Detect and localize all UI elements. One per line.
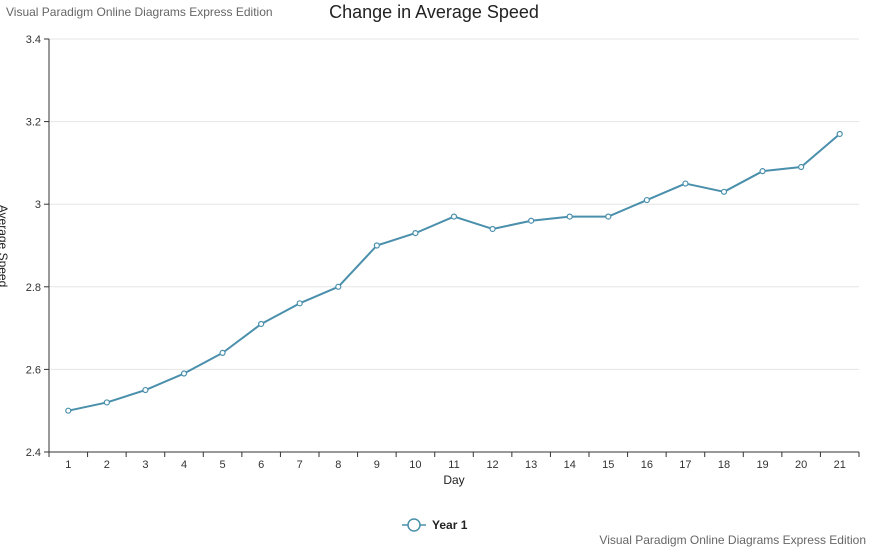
x-tick-label: 6 [258, 459, 264, 471]
x-tick-label: 12 [486, 459, 498, 471]
data-point[interactable] [759, 168, 766, 175]
data-point[interactable] [142, 386, 149, 394]
chart-title: Change in Average Speed [329, 2, 539, 22]
watermark-top-left: Visual Paradigm Online Diagrams Express … [6, 5, 273, 19]
legend-circle-icon [407, 518, 421, 532]
data-point[interactable] [258, 320, 265, 328]
data-point[interactable] [219, 349, 226, 356]
y-tick-label: 3.2 [26, 117, 41, 129]
y-axis: 2.4 2.6 2.8 3 3.2 3.4 [26, 34, 50, 459]
data-point[interactable] [836, 130, 843, 138]
data-point[interactable] [682, 180, 689, 187]
x-tick-label: 17 [679, 459, 691, 471]
legend[interactable]: Year 1 [402, 518, 468, 532]
x-tick-label: 21 [834, 459, 846, 471]
y-tick-label: 2.6 [26, 364, 41, 376]
data-point[interactable] [450, 213, 458, 220]
x-tick-label: 8 [335, 459, 341, 471]
data-point[interactable] [528, 217, 535, 224]
x-tick-label: 10 [409, 459, 421, 471]
data-point[interactable] [65, 407, 72, 414]
x-axis: 1 2 3 4 5 6 7 8 9 10 11 12 13 14 15 16 17 18 19 20 21 [48, 451, 860, 471]
data-point[interactable] [489, 225, 496, 233]
x-tick-label: 1 [65, 459, 71, 471]
y-tick-label: 3 [35, 199, 41, 211]
x-tick-label: 5 [220, 459, 226, 471]
x-tick-label: 18 [718, 459, 730, 471]
x-axis-title: Day [443, 473, 464, 487]
data-point[interactable] [180, 370, 188, 377]
y-tick-label: 2.4 [26, 447, 41, 459]
x-tick-label: 14 [564, 459, 576, 471]
data-point[interactable] [643, 196, 650, 204]
legend-label-year-1: Year 1 [432, 518, 468, 532]
data-point[interactable] [103, 399, 110, 406]
x-tick-label: 7 [297, 459, 303, 471]
x-tick-label: 2 [104, 459, 110, 471]
x-tick-label: 11 [448, 459, 459, 471]
y-tick-label: 3.4 [26, 34, 41, 46]
data-point[interactable] [412, 230, 419, 237]
data-point[interactable] [720, 188, 728, 195]
data-point[interactable] [798, 163, 805, 171]
x-tick-label: 20 [795, 459, 807, 471]
x-tick-label: 16 [641, 459, 653, 471]
x-tick-label: 19 [756, 459, 768, 471]
x-tick-label: 4 [181, 459, 187, 471]
x-tick-label: 15 [602, 459, 614, 471]
grid-lines [49, 38, 859, 370]
x-tick-label: 9 [374, 459, 380, 471]
x-tick-label: 3 [142, 459, 148, 471]
y-axis-title: Average Speed [0, 205, 10, 288]
data-point[interactable] [566, 213, 573, 220]
watermark-bottom-right: Visual Paradigm Online Diagrams Express … [599, 533, 866, 547]
y-tick-label: 2.8 [26, 282, 41, 294]
data-point[interactable] [335, 283, 342, 290]
data-point[interactable] [296, 300, 303, 307]
x-tick-label: 13 [525, 459, 537, 471]
data-point[interactable] [373, 242, 380, 249]
series-group [65, 130, 843, 414]
data-point[interactable] [605, 213, 612, 220]
